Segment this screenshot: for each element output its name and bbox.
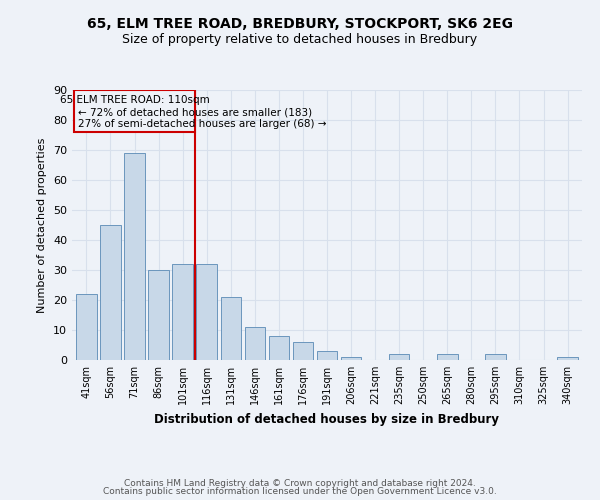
Text: Contains public sector information licensed under the Open Government Licence v3: Contains public sector information licen… xyxy=(103,487,497,496)
Bar xyxy=(172,264,193,360)
Bar xyxy=(317,351,337,360)
Text: Contains HM Land Registry data © Crown copyright and database right 2024.: Contains HM Land Registry data © Crown c… xyxy=(124,478,476,488)
Bar xyxy=(148,270,169,360)
Y-axis label: Number of detached properties: Number of detached properties xyxy=(37,138,47,312)
Text: Size of property relative to detached houses in Bredbury: Size of property relative to detached ho… xyxy=(122,32,478,46)
Bar xyxy=(485,354,506,360)
Bar xyxy=(245,327,265,360)
Bar xyxy=(389,354,409,360)
Bar xyxy=(196,264,217,360)
Bar xyxy=(293,342,313,360)
Bar xyxy=(341,357,361,360)
Bar xyxy=(100,225,121,360)
Bar xyxy=(76,294,97,360)
Bar xyxy=(557,357,578,360)
X-axis label: Distribution of detached houses by size in Bredbury: Distribution of detached houses by size … xyxy=(155,412,499,426)
Bar xyxy=(269,336,289,360)
Text: 65 ELM TREE ROAD: 110sqm: 65 ELM TREE ROAD: 110sqm xyxy=(59,96,209,106)
Bar xyxy=(124,153,145,360)
Text: 27% of semi-detached houses are larger (68) →: 27% of semi-detached houses are larger (… xyxy=(78,120,326,130)
Bar xyxy=(221,297,241,360)
Text: ← 72% of detached houses are smaller (183): ← 72% of detached houses are smaller (18… xyxy=(78,108,312,118)
Text: 65, ELM TREE ROAD, BREDBURY, STOCKPORT, SK6 2EG: 65, ELM TREE ROAD, BREDBURY, STOCKPORT, … xyxy=(87,18,513,32)
Bar xyxy=(437,354,458,360)
FancyBboxPatch shape xyxy=(74,90,194,132)
